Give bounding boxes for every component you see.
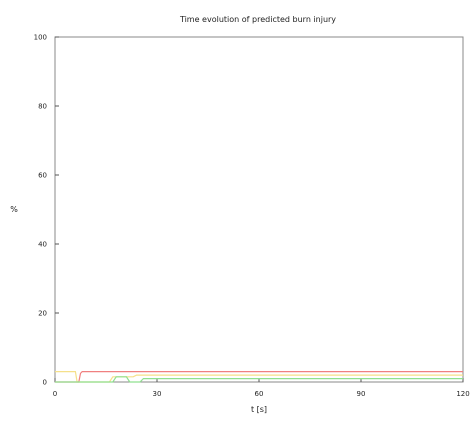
y-axis-label: %	[10, 205, 18, 214]
series-line-2	[55, 371, 463, 383]
y-tick-label: 20	[38, 310, 47, 318]
y-tick-label: 60	[38, 172, 47, 180]
y-axis: 0 20 40 60 80 100	[34, 34, 59, 387]
y-tick-label: 40	[38, 241, 47, 249]
x-axis: 0 30 60 90 120	[53, 378, 470, 398]
plot-frame	[54, 36, 464, 383]
x-tick-label: 60	[255, 390, 264, 398]
chart-title: Time evolution of predicted burn injury	[179, 15, 336, 24]
series-lines	[55, 371, 463, 383]
y-tick-label: 0	[43, 379, 47, 387]
x-tick-label: 90	[357, 390, 366, 398]
x-tick-label: 120	[456, 390, 469, 398]
y-tick-label: 80	[38, 103, 47, 111]
series-line-3	[55, 376, 463, 383]
x-axis-label: t [s]	[251, 405, 267, 414]
y-tick-label: 100	[34, 34, 47, 42]
x-tick-label: 30	[153, 390, 162, 398]
x-tick-label: 0	[53, 390, 57, 398]
